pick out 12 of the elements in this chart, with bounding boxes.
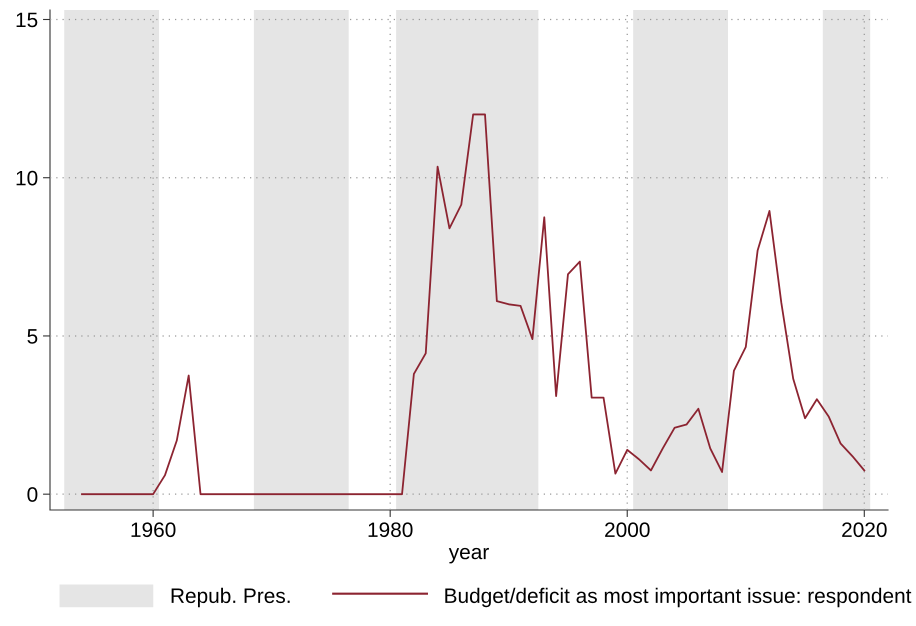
x-axis-title: year — [448, 548, 489, 564]
legend-label: Repub. Pres. — [172, 588, 290, 608]
line-series — [81, 114, 866, 496]
y-tick-label: 0 — [27, 487, 38, 502]
x-tick-label: 1960 — [132, 522, 176, 538]
legend-label: Budget/deficit as most important issue: respondent — [445, 588, 912, 608]
x-tick-label: 1980 — [368, 522, 413, 538]
y-tick-label: 5 — [27, 329, 38, 344]
x-tick-label: 2020 — [842, 522, 887, 538]
y-tick-label: 10 — [16, 170, 38, 186]
y-tick-label: 15 — [16, 12, 38, 28]
x-tick-label: 2000 — [605, 522, 650, 538]
